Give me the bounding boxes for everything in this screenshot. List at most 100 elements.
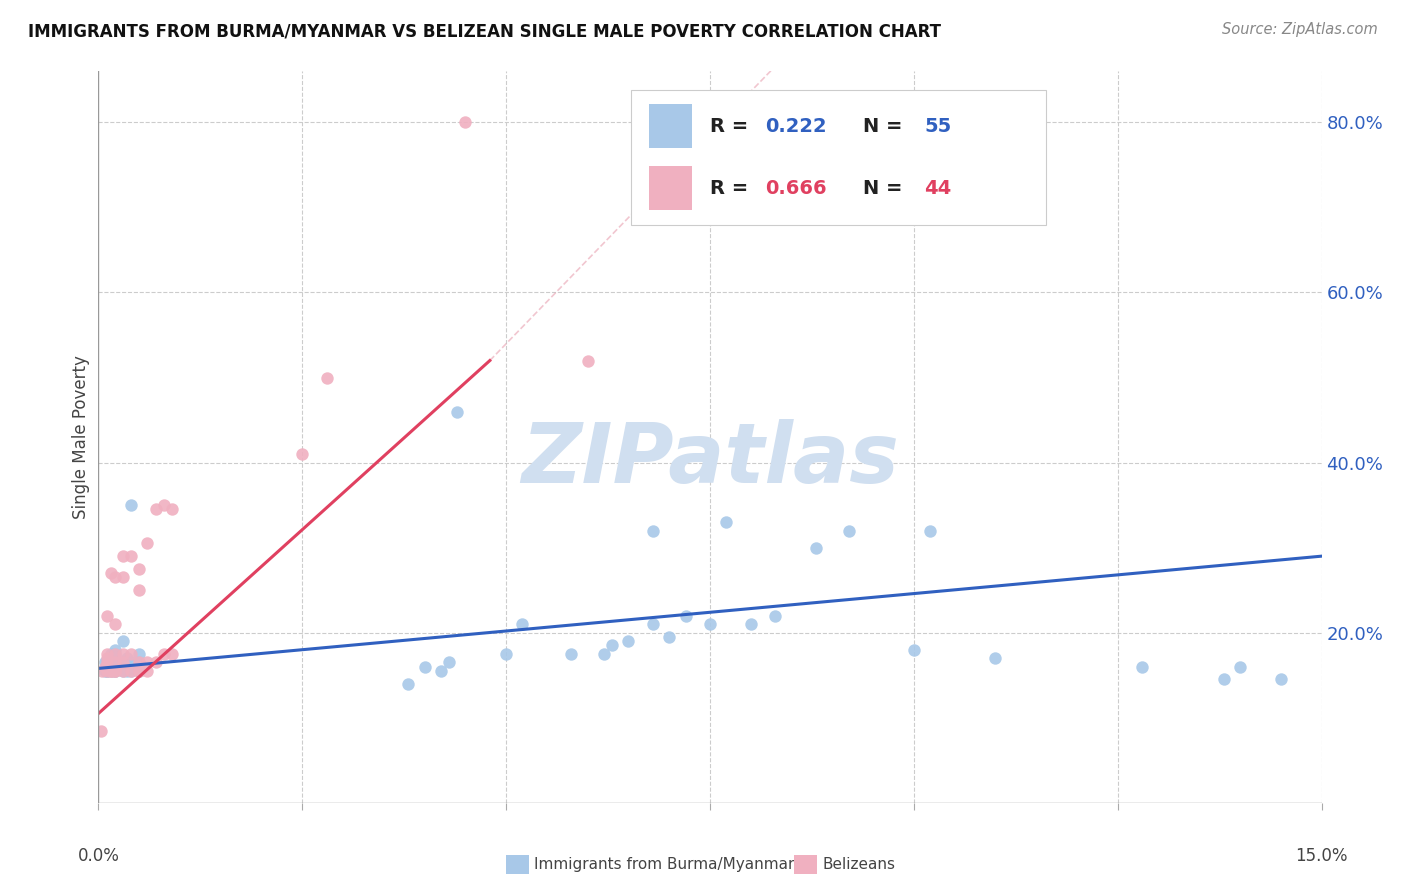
Text: N =: N = <box>863 117 910 136</box>
Point <box>576 353 599 368</box>
Point <box>120 664 142 678</box>
Point <box>96 647 118 661</box>
Point <box>658 630 681 644</box>
Point <box>111 656 134 670</box>
Point <box>128 664 150 678</box>
Point <box>104 570 127 584</box>
Point <box>120 664 142 678</box>
Point <box>699 617 721 632</box>
Point <box>96 651 118 665</box>
Point <box>120 549 142 563</box>
Point <box>128 664 150 678</box>
Point <box>96 656 118 670</box>
Point <box>1212 673 1234 687</box>
Point <box>111 664 134 678</box>
Point <box>128 656 150 670</box>
Point <box>984 651 1007 665</box>
Point <box>96 656 118 670</box>
Text: 44: 44 <box>924 179 952 198</box>
Point <box>120 656 142 670</box>
Point <box>100 664 122 678</box>
Point <box>437 656 460 670</box>
Point <box>446 404 468 418</box>
Point <box>740 617 762 632</box>
Text: ZIPatlas: ZIPatlas <box>522 418 898 500</box>
Text: IMMIGRANTS FROM BURMA/MYANMAR VS BELIZEAN SINGLE MALE POVERTY CORRELATION CHART: IMMIGRANTS FROM BURMA/MYANMAR VS BELIZEA… <box>28 22 941 40</box>
Point <box>100 664 122 678</box>
Point <box>1130 659 1153 673</box>
Point <box>111 656 134 670</box>
Point <box>94 656 117 670</box>
Bar <box>650 104 692 148</box>
Point <box>430 664 453 678</box>
Point <box>600 639 623 653</box>
Point <box>128 664 150 678</box>
Point <box>120 498 142 512</box>
Point <box>104 664 127 678</box>
Point <box>111 549 134 563</box>
Point <box>104 659 127 673</box>
Point <box>512 617 534 632</box>
Point <box>104 617 127 632</box>
Point <box>763 608 786 623</box>
Point <box>111 647 134 661</box>
Point <box>96 664 118 678</box>
Point <box>111 634 134 648</box>
Point <box>495 647 517 661</box>
Text: Source: ZipAtlas.com: Source: ZipAtlas.com <box>1222 22 1378 37</box>
Point <box>152 647 174 661</box>
Point <box>104 647 127 661</box>
Bar <box>650 167 692 211</box>
Point <box>560 647 582 661</box>
Point <box>617 634 640 648</box>
Point <box>100 664 122 678</box>
Point <box>96 664 118 678</box>
Point <box>1229 659 1251 673</box>
Text: 0.222: 0.222 <box>765 117 827 136</box>
Point <box>136 536 159 550</box>
Point <box>128 647 150 661</box>
Text: 15.0%: 15.0% <box>1295 847 1348 864</box>
Point <box>111 664 134 678</box>
Point <box>96 659 118 673</box>
Point <box>104 664 127 678</box>
Point <box>104 642 127 657</box>
Point <box>128 583 150 598</box>
Point <box>641 617 664 632</box>
Point <box>96 608 118 623</box>
Point <box>160 502 183 516</box>
Point <box>315 370 337 384</box>
Y-axis label: Single Male Poverty: Single Male Poverty <box>72 355 90 519</box>
Point <box>716 515 738 529</box>
Point <box>136 664 159 678</box>
FancyBboxPatch shape <box>630 89 1046 225</box>
Point <box>413 659 436 673</box>
Text: 0.666: 0.666 <box>765 179 827 198</box>
Point <box>1270 673 1292 687</box>
Point <box>94 659 117 673</box>
Point <box>838 524 860 538</box>
Point <box>90 723 112 738</box>
Text: Immigrants from Burma/Myanmar: Immigrants from Burma/Myanmar <box>534 857 794 871</box>
Text: 55: 55 <box>924 117 952 136</box>
Point <box>104 656 127 670</box>
Point <box>454 115 477 129</box>
Point <box>128 656 150 670</box>
Point <box>291 447 314 461</box>
Text: Belizeans: Belizeans <box>823 857 896 871</box>
Point <box>641 524 664 538</box>
Point <box>104 647 127 661</box>
Point <box>152 498 174 512</box>
Point <box>94 664 117 678</box>
Point <box>145 502 167 516</box>
Text: R =: R = <box>710 117 755 136</box>
Point <box>111 659 134 673</box>
Point <box>104 664 127 678</box>
Point <box>104 651 127 665</box>
Point <box>145 656 167 670</box>
Point <box>96 664 118 678</box>
Text: R =: R = <box>710 179 755 198</box>
Point <box>100 566 122 581</box>
Point <box>160 647 183 661</box>
Point <box>104 664 127 678</box>
